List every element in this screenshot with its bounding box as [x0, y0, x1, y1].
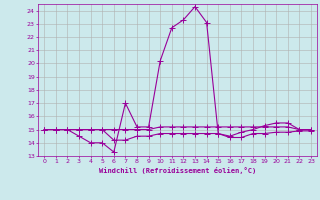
X-axis label: Windchill (Refroidissement éolien,°C): Windchill (Refroidissement éolien,°C) — [99, 167, 256, 174]
